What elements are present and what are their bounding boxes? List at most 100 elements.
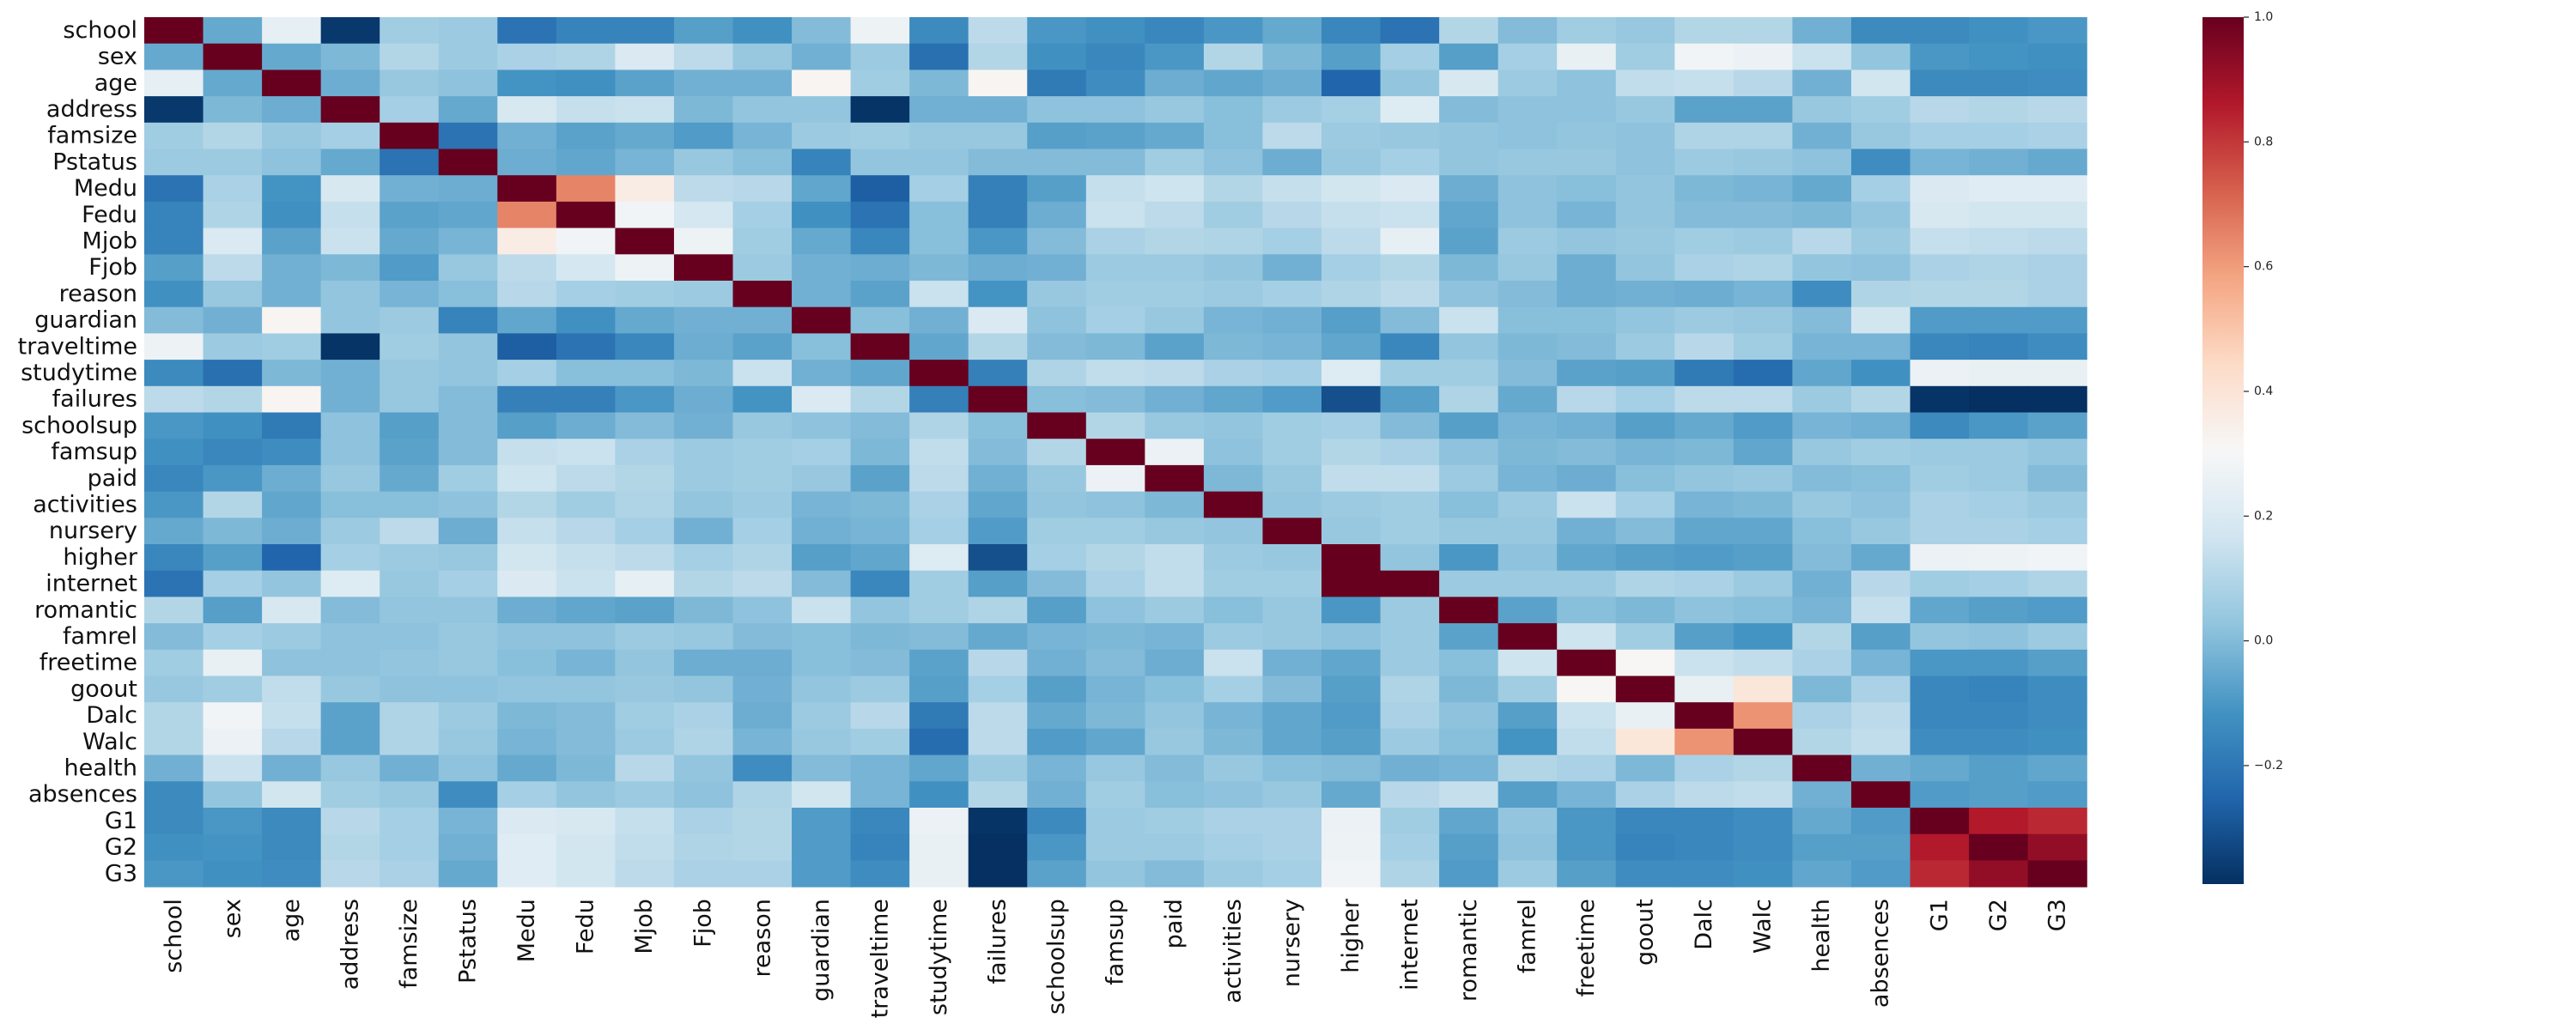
heatmap-cell-failures-romantic [1439, 385, 1499, 414]
heatmap-cell-Walc-schoolsup [1027, 728, 1087, 756]
heatmap-cell-famrel-G3 [2027, 623, 2087, 651]
heatmap-cell-school-failures [968, 17, 1028, 45]
heatmap-cell-paid-Walc [1733, 464, 1793, 493]
heatmap-cell-failures-failures [968, 385, 1028, 414]
heatmap-cell-paid-absences [1850, 464, 1911, 493]
heatmap-cell-famsize-famrel [1498, 122, 1558, 150]
heatmap-cell-famsize-activities [1203, 122, 1264, 150]
heatmap-cell-schoolsup-age [262, 412, 322, 439]
heatmap-cell-Fjob-internet [1380, 254, 1440, 282]
heatmap-cell-G2-G2 [1969, 833, 2029, 861]
heatmap-cell-traveltime-Mjob [615, 333, 675, 360]
heatmap-cell-famrel-Mjob [615, 623, 675, 651]
heatmap-cell-age-schoolsup [1027, 70, 1087, 97]
heatmap-cell-higher-Walc [1733, 544, 1793, 572]
heatmap-cell-absences-school [144, 781, 204, 809]
heatmap-cell-famsize-Fjob [673, 122, 734, 150]
y-tick-label-romantic: romantic [34, 597, 137, 623]
heatmap-cell-internet-health [1792, 570, 1852, 597]
heatmap-cell-G3-paid [1145, 860, 1205, 888]
heatmap-cell-famrel-health [1792, 623, 1852, 651]
heatmap-cell-G1-famsup [1085, 808, 1145, 835]
heatmap-cell-activities-Dalc [1674, 491, 1735, 518]
heatmap-cell-absences-Pstatus [438, 781, 498, 809]
heatmap-cell-romantic-Dalc [1674, 597, 1735, 624]
heatmap-cell-Dalc-age [262, 702, 322, 730]
heatmap-cell-freetime-G2 [1969, 649, 2029, 677]
heatmap-cell-G2-internet [1380, 833, 1440, 861]
heatmap-cell-paid-Mjob [615, 464, 675, 493]
heatmap-cell-studytime-health [1792, 360, 1852, 387]
heatmap-cell-romantic-reason [732, 597, 793, 624]
heatmap-cell-G2-reason [732, 833, 793, 861]
heatmap-cell-sex-nursery [1262, 43, 1322, 70]
heatmap-cell-freetime-Pstatus [438, 649, 498, 677]
heatmap-cell-goout-Medu [497, 676, 557, 703]
heatmap-cell-failures-Pstatus [438, 385, 498, 414]
x-tick-label-paid: paid [1161, 899, 1188, 948]
heatmap-cell-G1-paid [1145, 808, 1205, 835]
heatmap-cell-guardian-address [320, 306, 380, 334]
heatmap-cell-activities-schoolsup [1027, 491, 1087, 518]
heatmap-cell-sex-Fedu [556, 43, 616, 70]
heatmap-cell-Dalc-freetime [1557, 702, 1617, 730]
heatmap-cell-guardian-romantic [1439, 306, 1499, 334]
heatmap-cell-Fjob-famsup [1085, 254, 1145, 282]
heatmap-cell-famsup-goout [1615, 439, 1675, 466]
heatmap-cell-Dalc-paid [1145, 702, 1205, 730]
heatmap-cell-Pstatus-age [262, 148, 322, 176]
heatmap-cell-studytime-school [144, 360, 204, 387]
heatmap-cell-Fedu-schoolsup [1027, 201, 1087, 229]
heatmap-cell-goout-sex [203, 676, 263, 703]
heatmap-cell-sex-activities [1203, 43, 1264, 70]
heatmap-cell-G2-famsup [1085, 833, 1145, 861]
heatmap-cell-Fjob-guardian [792, 254, 852, 282]
heatmap-cell-higher-famrel [1498, 544, 1558, 572]
heatmap-cell-G1-traveltime [850, 808, 910, 835]
heatmap-cell-G3-Walc [1733, 860, 1793, 888]
heatmap-cell-address-Medu [497, 96, 557, 124]
heatmap-cell-sex-G1 [1910, 43, 1970, 70]
heatmap-cell-G2-traveltime [850, 833, 910, 861]
heatmap-cell-activities-paid [1145, 491, 1205, 518]
heatmap-cell-Pstatus-Dalc [1674, 148, 1735, 176]
heatmap-cell-paid-Medu [497, 464, 557, 493]
heatmap-cell-failures-sex [203, 385, 263, 414]
y-tick-label-activities: activities [33, 491, 137, 518]
heatmap-cell-internet-Walc [1733, 570, 1793, 597]
heatmap-cell-address-school [144, 96, 204, 124]
heatmap-cell-guardian-school [144, 306, 204, 334]
heatmap-cell-guardian-Walc [1733, 306, 1793, 334]
heatmap-cell-G3-G1 [1910, 860, 1970, 888]
heatmap-cell-romantic-Fedu [556, 597, 616, 624]
heatmap-cell-internet-higher [1321, 570, 1382, 597]
x-tick-label-Fjob: Fjob [690, 899, 717, 948]
heatmap-cell-Medu-G3 [2027, 175, 2087, 203]
heatmap-cell-G2-paid [1145, 833, 1205, 861]
heatmap-cell-famrel-Walc [1733, 623, 1793, 651]
heatmap-cell-famsup-nursery [1262, 439, 1322, 466]
heatmap-cell-Pstatus-Fjob [673, 148, 734, 176]
heatmap-cell-health-Fedu [556, 754, 616, 782]
heatmap-cell-guardian-G2 [1969, 306, 2029, 334]
heatmap-cell-studytime-Fedu [556, 360, 616, 387]
y-tick-label-paid: paid [88, 465, 137, 492]
heatmap-cell-guardian-Dalc [1674, 306, 1735, 334]
heatmap-cell-G3-internet [1380, 860, 1440, 888]
heatmap-cell-reason-higher [1321, 281, 1382, 308]
heatmap-cell-guardian-goout [1615, 306, 1675, 334]
heatmap-cell-Fjob-higher [1321, 254, 1382, 282]
heatmap-cell-Fjob-failures [968, 254, 1028, 282]
heatmap-cell-Pstatus-higher [1321, 148, 1382, 176]
heatmap-cell-higher-school [144, 544, 204, 572]
heatmap-cell-G2-G1 [1910, 833, 1970, 861]
heatmap-cell-Pstatus-paid [1145, 148, 1205, 176]
heatmap-cell-G2-goout [1615, 833, 1675, 861]
heatmap-cell-Dalc-G2 [1969, 702, 2029, 730]
heatmap-cell-Fjob-schoolsup [1027, 254, 1087, 282]
heatmap-cell-G2-G3 [2027, 833, 2087, 861]
heatmap-cell-famrel-address [320, 623, 380, 651]
heatmap-cell-freetime-romantic [1439, 649, 1499, 677]
heatmap-cell-Walc-health [1792, 728, 1852, 756]
heatmap-cell-G2-nursery [1262, 833, 1322, 861]
